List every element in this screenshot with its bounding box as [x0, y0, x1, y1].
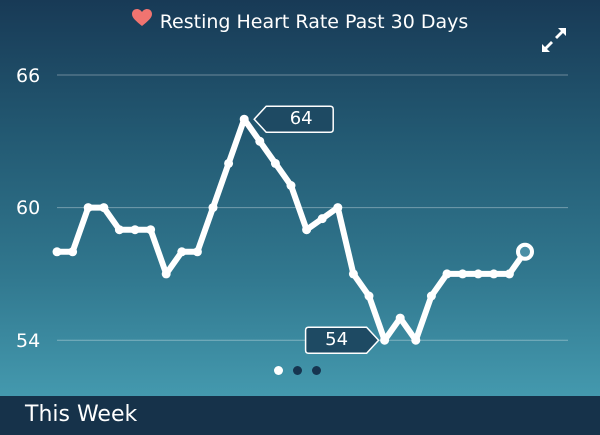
heart-icon: [131, 7, 152, 35]
footer-bar: This Week: [0, 396, 600, 435]
page-indicator: [274, 366, 321, 375]
page-dot-1[interactable]: [274, 366, 283, 375]
chart-panel: [0, 0, 600, 396]
y-tick-60: 60: [16, 197, 41, 219]
heart-rate-line: [54, 116, 528, 344]
expand-arrows-icon[interactable]: [538, 24, 570, 56]
page-dot-2[interactable]: [293, 366, 302, 375]
line-chart: [52, 74, 568, 354]
this-week-label[interactable]: This Week: [25, 402, 138, 427]
chart-title: Resting Heart Rate Past 30 Days: [0, 8, 600, 36]
callout-shapes: [253, 105, 380, 354]
min-callout: 54: [325, 329, 349, 351]
max-callout: 64: [289, 108, 313, 130]
title-text: Resting Heart Rate Past 30 Days: [159, 11, 469, 33]
y-tick-66: 66: [16, 65, 41, 87]
y-tick-54: 54: [16, 330, 41, 352]
page-dot-3[interactable]: [312, 366, 321, 375]
data-points: [52, 114, 534, 345]
